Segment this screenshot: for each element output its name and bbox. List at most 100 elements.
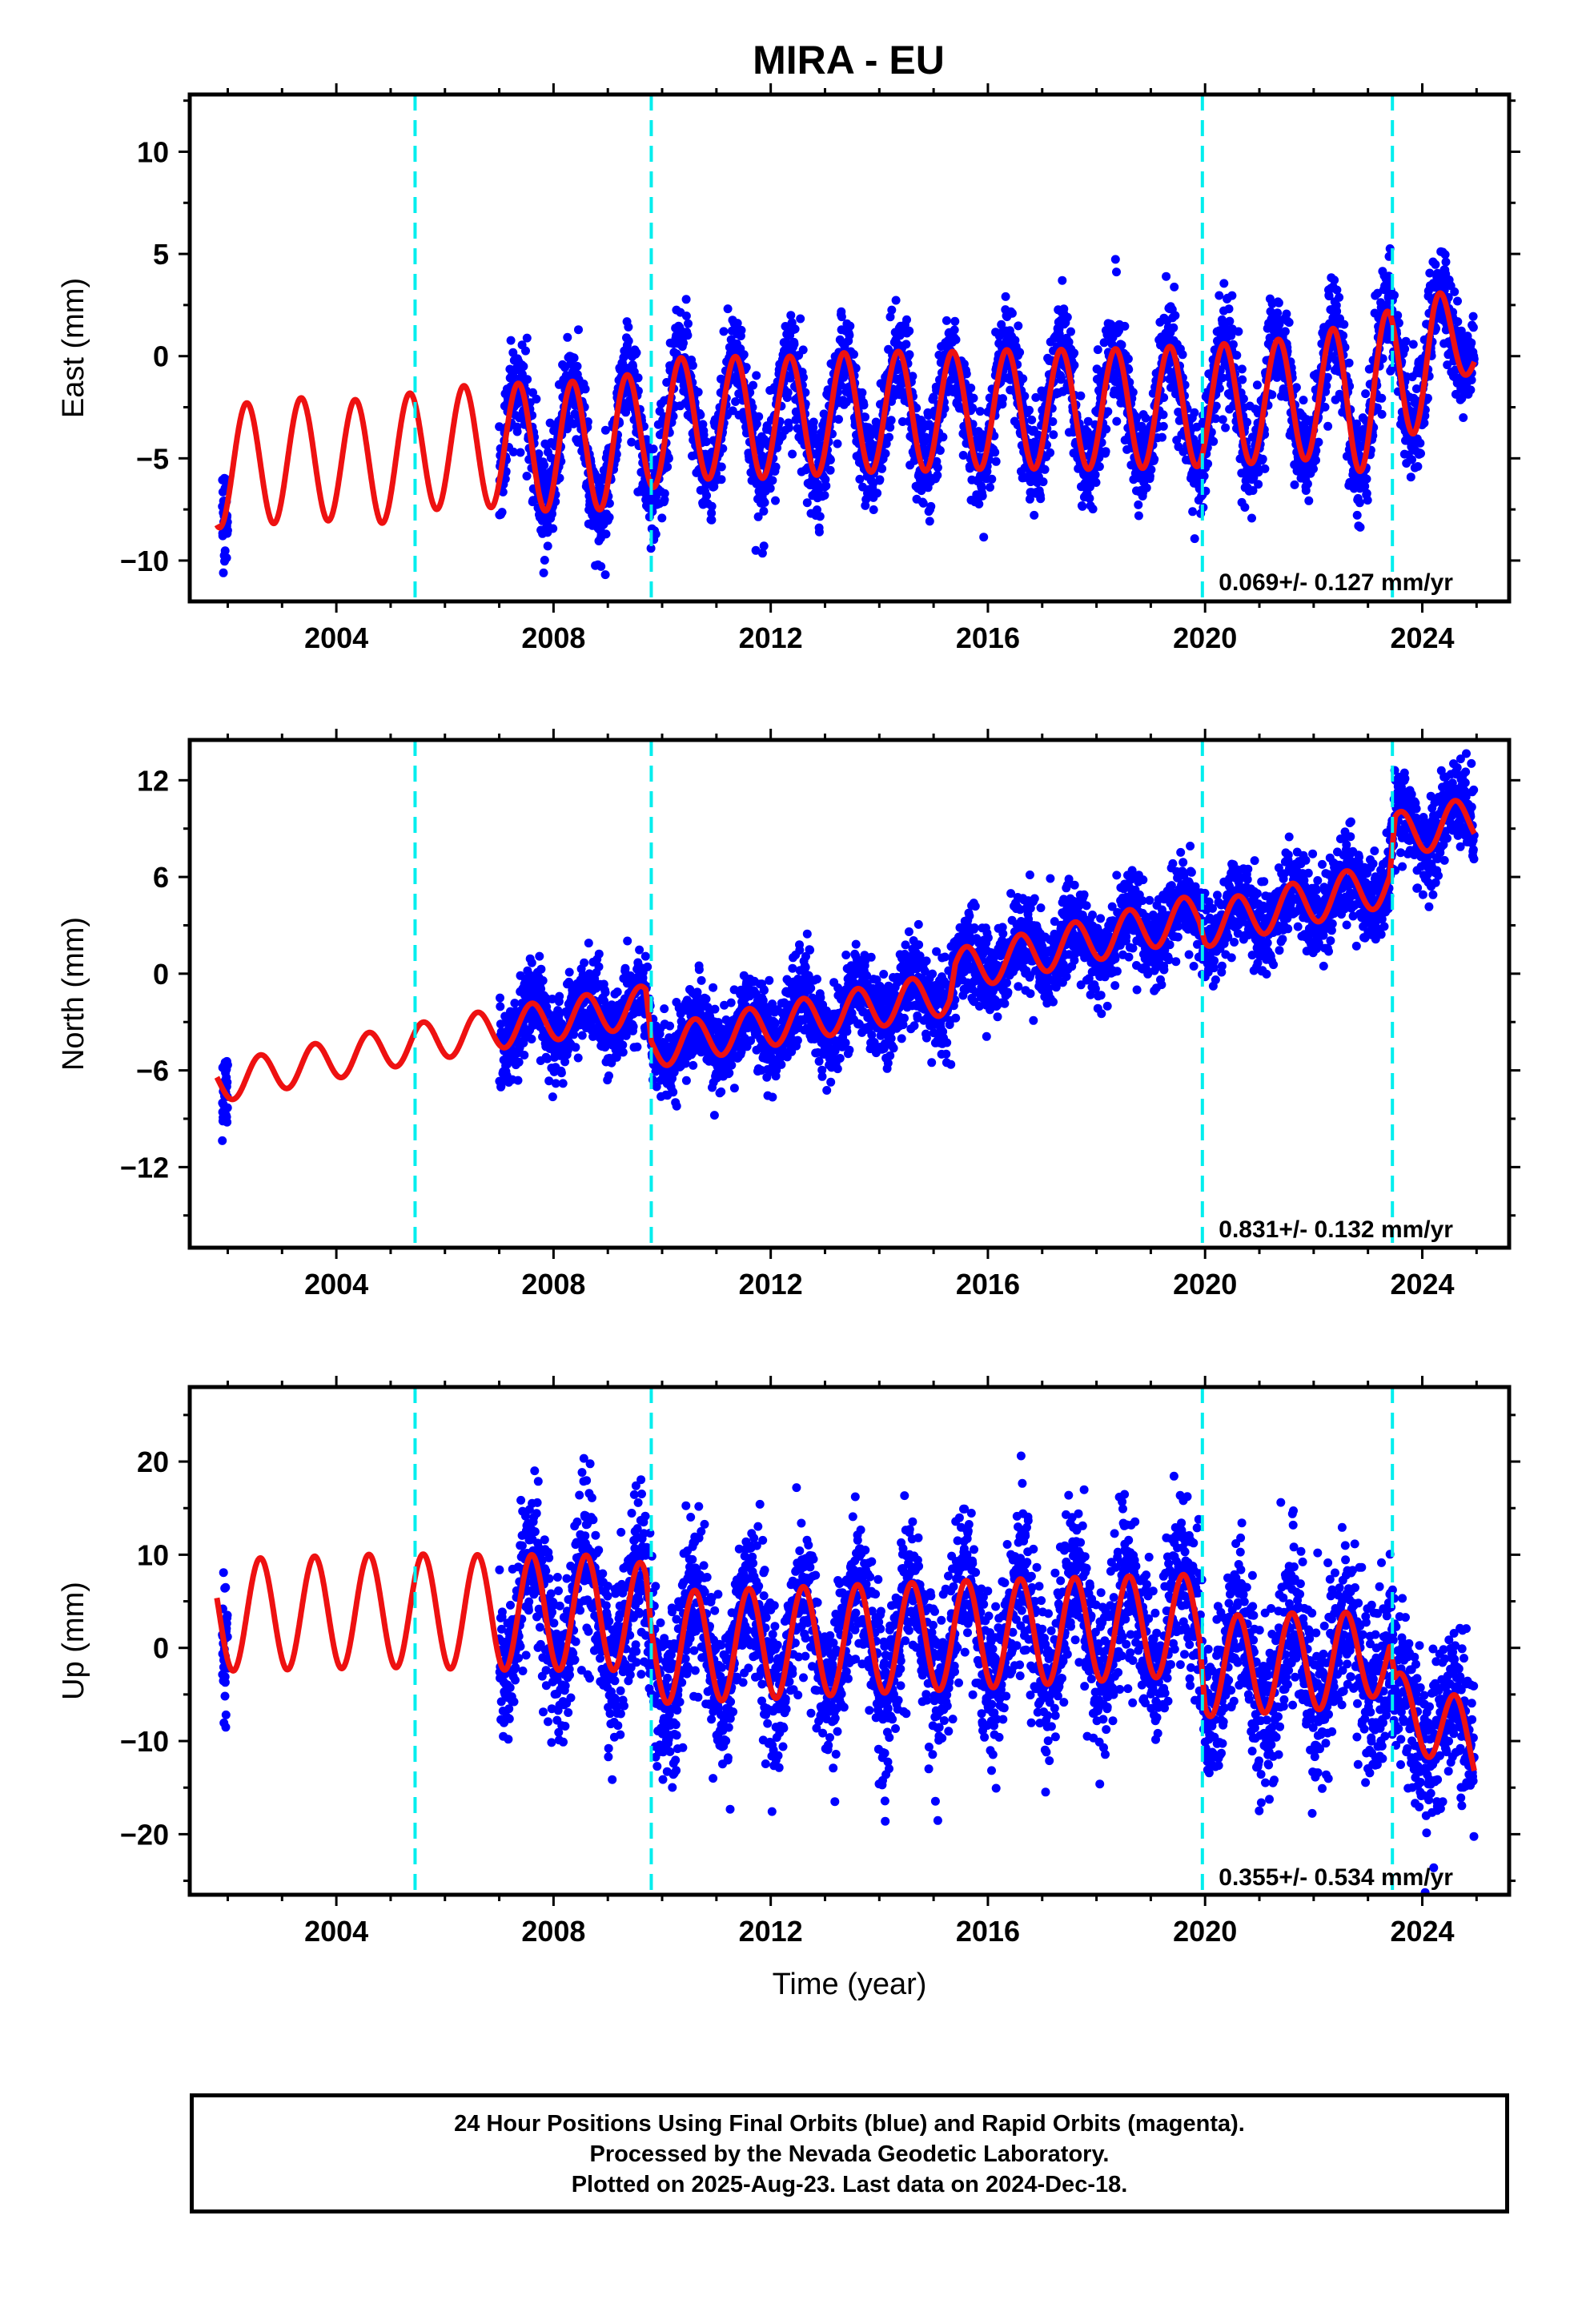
- data-point: [539, 568, 548, 577]
- data-point: [1215, 384, 1224, 393]
- data-point: [1219, 279, 1229, 288]
- data-point: [814, 527, 824, 537]
- data-point: [1170, 311, 1180, 320]
- data-point: [1224, 304, 1234, 314]
- panel-east-points: [218, 244, 1479, 601]
- data-point: [679, 338, 688, 348]
- data-point: [802, 498, 812, 508]
- data-point: [869, 505, 878, 514]
- data-point: [834, 415, 843, 424]
- data-point: [1040, 464, 1050, 474]
- data-point: [1123, 354, 1133, 364]
- data-point: [786, 311, 796, 320]
- data-point: [1355, 522, 1365, 532]
- data-point: [1393, 311, 1403, 320]
- data-point: [540, 460, 549, 470]
- data-point: [522, 333, 532, 343]
- data-point: [618, 1047, 628, 1057]
- data-point: [751, 545, 761, 555]
- data-point: [759, 541, 769, 551]
- data-point: [950, 316, 960, 326]
- data-point: [933, 463, 942, 472]
- data-point: [820, 491, 829, 500]
- data-point: [223, 1103, 232, 1112]
- data-point: [1407, 455, 1416, 464]
- data-point: [632, 348, 641, 357]
- data-point: [1076, 391, 1086, 400]
- data-point: [1162, 271, 1171, 281]
- data-point: [1134, 500, 1143, 509]
- x-tick-label: 2008: [521, 621, 585, 654]
- data-point: [877, 464, 887, 473]
- data-point: [1142, 483, 1151, 493]
- panel-east-ylabel: East (mm): [57, 278, 90, 418]
- data-point: [796, 314, 805, 324]
- data-point: [564, 967, 574, 977]
- data-point: [514, 1057, 524, 1067]
- data-point: [849, 350, 858, 359]
- data-point: [1058, 275, 1067, 285]
- data-point: [933, 471, 942, 480]
- data-point: [664, 454, 673, 463]
- data-point: [749, 380, 758, 390]
- data-point: [600, 570, 610, 580]
- data-point: [1059, 304, 1069, 314]
- data-point: [731, 397, 741, 406]
- data-point: [612, 987, 622, 997]
- data-point: [752, 371, 761, 380]
- x-tick-label: 2020: [1173, 621, 1237, 654]
- data-point: [1025, 405, 1034, 415]
- data-point: [624, 322, 633, 332]
- data-point: [573, 1053, 583, 1063]
- data-point: [1339, 320, 1349, 329]
- data-point: [702, 491, 712, 501]
- data-point: [571, 1043, 580, 1052]
- data-point: [1070, 348, 1079, 358]
- data-point: [1093, 345, 1102, 355]
- data-point: [534, 449, 544, 459]
- data-point: [935, 446, 945, 455]
- data-point: [1120, 321, 1130, 331]
- data-point: [1227, 291, 1237, 300]
- data-point: [574, 325, 583, 335]
- data-point: [789, 340, 799, 349]
- x-tick-label: 2016: [956, 621, 1020, 654]
- data-point: [627, 437, 636, 447]
- data-point: [1234, 327, 1243, 336]
- data-point: [604, 513, 614, 522]
- data-point: [657, 513, 667, 523]
- data-point: [563, 424, 572, 434]
- x-tick-label: 2012: [739, 621, 803, 654]
- data-point: [1232, 351, 1242, 360]
- data-point: [648, 444, 658, 454]
- data-point: [548, 1092, 557, 1102]
- data-point: [693, 388, 703, 397]
- data-point: [1467, 338, 1476, 348]
- data-point: [887, 305, 897, 315]
- data-point: [881, 448, 890, 458]
- data-point: [548, 524, 558, 533]
- data-point: [660, 495, 669, 505]
- data-point: [1169, 323, 1178, 332]
- data-point: [1203, 459, 1213, 468]
- data-point: [527, 958, 536, 967]
- data-point: [496, 993, 504, 1003]
- data-point: [220, 546, 230, 556]
- data-point: [600, 425, 610, 435]
- data-point: [1158, 410, 1168, 420]
- data-point: [885, 312, 895, 322]
- data-point: [601, 529, 611, 539]
- data-point: [855, 474, 865, 484]
- data-point: [905, 326, 914, 336]
- data-point: [696, 410, 705, 420]
- data-point: [723, 304, 733, 314]
- data-point: [813, 505, 821, 515]
- data-point: [885, 432, 893, 442]
- data-point: [1112, 267, 1121, 277]
- data-point: [519, 362, 528, 371]
- data-point: [809, 417, 818, 427]
- data-point: [718, 444, 728, 453]
- data-point: [788, 449, 797, 459]
- data-point: [1036, 494, 1046, 504]
